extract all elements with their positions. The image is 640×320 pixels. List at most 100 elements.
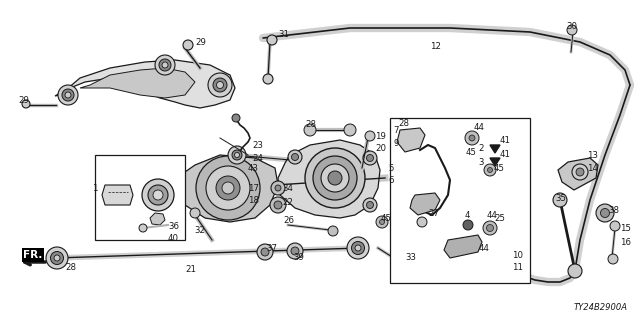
Circle shape: [153, 190, 163, 200]
Circle shape: [367, 202, 374, 209]
Text: 15: 15: [620, 223, 631, 233]
Circle shape: [263, 74, 273, 84]
Circle shape: [568, 264, 582, 278]
Circle shape: [62, 89, 74, 101]
Polygon shape: [444, 235, 482, 258]
Circle shape: [328, 226, 338, 236]
Circle shape: [287, 243, 303, 259]
Circle shape: [216, 82, 223, 89]
Circle shape: [51, 252, 63, 265]
Circle shape: [261, 248, 269, 256]
Text: 29: 29: [18, 95, 29, 105]
Text: 36: 36: [168, 221, 179, 230]
Text: 10: 10: [512, 251, 523, 260]
Circle shape: [456, 144, 468, 156]
Circle shape: [190, 208, 200, 218]
Circle shape: [65, 92, 71, 98]
Circle shape: [465, 131, 479, 145]
Circle shape: [139, 224, 147, 232]
Circle shape: [610, 221, 620, 231]
Text: 43: 43: [248, 164, 259, 172]
Text: 30: 30: [566, 21, 577, 30]
Circle shape: [232, 150, 242, 160]
Text: 17: 17: [248, 183, 259, 193]
Text: 12: 12: [430, 42, 441, 51]
Text: 29: 29: [195, 37, 206, 46]
Text: 24: 24: [252, 154, 263, 163]
Text: 20: 20: [375, 143, 386, 153]
Circle shape: [351, 242, 365, 254]
Circle shape: [367, 155, 374, 162]
Circle shape: [576, 168, 584, 176]
Circle shape: [46, 247, 68, 269]
Text: TY24B2900A: TY24B2900A: [574, 303, 628, 312]
Circle shape: [449, 164, 461, 176]
Text: 44: 44: [474, 123, 485, 132]
Text: 14: 14: [587, 164, 598, 172]
Polygon shape: [278, 140, 380, 218]
Circle shape: [365, 131, 375, 141]
Circle shape: [291, 154, 298, 161]
Circle shape: [469, 147, 479, 157]
Text: 28: 28: [305, 119, 316, 129]
Polygon shape: [55, 60, 235, 108]
Circle shape: [208, 73, 232, 97]
Text: 5: 5: [388, 164, 394, 172]
Text: 16: 16: [620, 237, 631, 246]
Text: 21: 21: [185, 266, 196, 275]
Text: 37: 37: [266, 244, 277, 252]
Circle shape: [344, 124, 356, 136]
Circle shape: [148, 185, 168, 205]
Circle shape: [270, 197, 286, 213]
Text: 13: 13: [587, 150, 598, 159]
Text: 40: 40: [168, 234, 179, 243]
Text: 7: 7: [393, 125, 399, 134]
Text: 18: 18: [248, 196, 259, 204]
Circle shape: [321, 164, 349, 192]
Circle shape: [206, 166, 250, 210]
Text: 28: 28: [65, 263, 76, 273]
Circle shape: [380, 220, 385, 225]
Circle shape: [271, 181, 285, 195]
Circle shape: [394, 124, 406, 136]
Circle shape: [267, 35, 277, 45]
Circle shape: [313, 156, 357, 200]
Circle shape: [608, 254, 618, 264]
Circle shape: [196, 156, 260, 220]
Circle shape: [162, 62, 168, 68]
Circle shape: [305, 148, 365, 208]
Circle shape: [596, 204, 614, 222]
Bar: [390, 118, 530, 283]
Text: 9: 9: [393, 139, 398, 148]
Circle shape: [275, 185, 281, 191]
Text: 27: 27: [428, 209, 439, 218]
Text: 34: 34: [282, 183, 293, 193]
Text: 45: 45: [494, 164, 505, 172]
Circle shape: [363, 198, 377, 212]
Circle shape: [397, 259, 407, 269]
Circle shape: [459, 147, 465, 153]
Circle shape: [216, 176, 240, 200]
Circle shape: [234, 153, 239, 157]
Circle shape: [58, 85, 78, 105]
Circle shape: [288, 150, 302, 164]
Text: 6: 6: [388, 175, 394, 185]
Text: 41: 41: [500, 149, 511, 158]
Circle shape: [452, 167, 458, 173]
Circle shape: [486, 225, 493, 231]
Text: 1: 1: [92, 183, 97, 193]
Circle shape: [572, 164, 588, 180]
Circle shape: [463, 220, 473, 230]
Circle shape: [159, 59, 171, 71]
Circle shape: [553, 193, 567, 207]
Text: FR.: FR.: [23, 250, 43, 260]
Polygon shape: [178, 155, 278, 222]
Circle shape: [142, 179, 174, 211]
Circle shape: [469, 135, 475, 141]
Circle shape: [355, 245, 361, 251]
Text: 44: 44: [487, 211, 498, 220]
Circle shape: [488, 167, 493, 172]
Circle shape: [183, 40, 193, 50]
Polygon shape: [558, 158, 598, 190]
Polygon shape: [80, 68, 195, 98]
